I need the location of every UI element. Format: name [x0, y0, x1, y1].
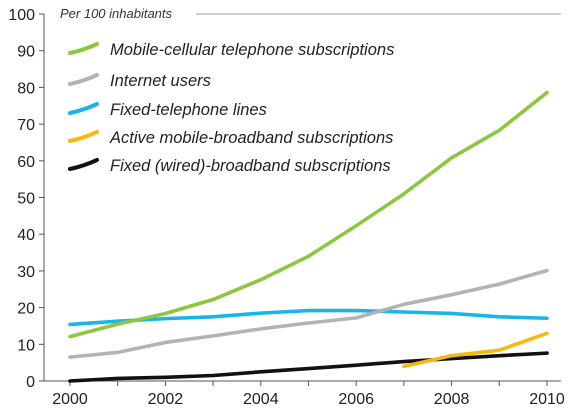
- legend-label-0: Mobile-cellular telephone subscriptions: [110, 41, 394, 59]
- series-line-4: [68, 351, 549, 383]
- x-tick-label: 2002: [148, 391, 184, 408]
- y-tick-label: 0: [26, 374, 35, 391]
- legend-label-3: Active mobile-broadband subscriptions: [109, 129, 393, 147]
- x-tick-label: 2004: [243, 391, 279, 408]
- y-tick-label: 60: [17, 154, 35, 171]
- y-tick-label: 50: [17, 191, 35, 208]
- x-tick-label: 2000: [52, 391, 88, 408]
- y-tick-label: 20: [17, 301, 35, 318]
- y-tick-label: 100: [8, 7, 35, 24]
- legend: Mobile-cellular telephone subscriptions I…: [68, 41, 394, 175]
- y-tick-label: 80: [17, 80, 35, 97]
- y-tick-label: 40: [17, 227, 35, 244]
- legend-swatch-1: [68, 73, 99, 86]
- series-line-2: [68, 308, 549, 327]
- y-axis: 0 10 20 30 40 50 60 70 80 90 100: [8, 7, 561, 391]
- y-axis-label: Per 100 inhabitants: [60, 6, 173, 21]
- legend-label-1: Internet users: [110, 72, 211, 90]
- x-tick-label: 2006: [338, 391, 374, 408]
- legend-swatch-0: [68, 42, 99, 55]
- y-tick-label: 90: [17, 44, 35, 61]
- series-line-1: [68, 268, 549, 359]
- legend-swatch-4: [68, 158, 99, 171]
- legend-label-2: Fixed-telephone lines: [110, 101, 267, 119]
- legend-swatch-3: [68, 130, 99, 143]
- series-line-0: [68, 90, 549, 339]
- y-tick-label: 30: [17, 264, 35, 281]
- legend-label-4: Fixed (wired)-broadband subscriptions: [110, 157, 391, 175]
- y-tick-label: 70: [17, 117, 35, 134]
- x-axis: 2000 2002 2004 2006 2008 2010: [44, 380, 565, 408]
- series-line-3: [402, 331, 549, 369]
- y-tick-label: 10: [17, 337, 35, 354]
- legend-swatch-2: [68, 102, 99, 115]
- series-layer: [68, 90, 549, 383]
- x-tick-label: 2010: [529, 391, 565, 408]
- x-tick-label: 2008: [434, 391, 470, 408]
